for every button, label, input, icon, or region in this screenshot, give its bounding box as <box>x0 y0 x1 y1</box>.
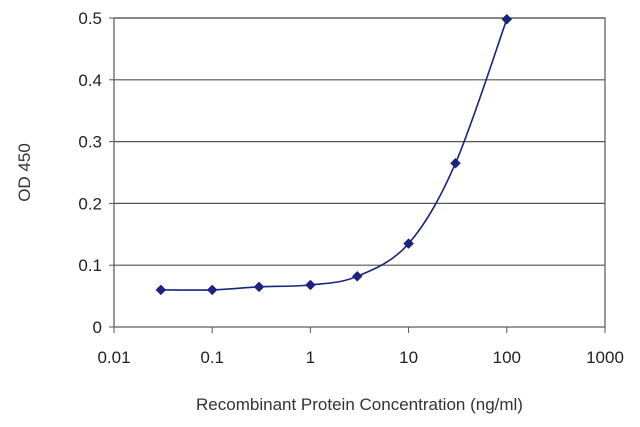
x-tick-label: 10 <box>399 348 418 367</box>
x-tick-label: 1000 <box>586 348 624 367</box>
x-tick-label: 100 <box>493 348 521 367</box>
y-axis-ticks: 0 0.1 0.2 0.3 0.4 0.5 <box>78 9 114 337</box>
x-axis-ticks: 0.01 0.1 1 10 100 1000 <box>97 327 624 367</box>
x-tick-label: 0.1 <box>200 348 224 367</box>
data-points <box>155 13 513 296</box>
y-axis-title: OD 450 <box>15 143 34 202</box>
x-axis-title: Recombinant Protein Concentration (ng/ml… <box>196 395 523 414</box>
data-point-marker <box>351 270 363 282</box>
y-tick-label: 0.5 <box>78 9 102 28</box>
data-point-marker <box>501 13 513 25</box>
y-tick-label: 0.1 <box>78 256 102 275</box>
data-point-marker <box>305 279 316 291</box>
y-tick-label: 0 <box>93 318 102 337</box>
data-point-marker <box>206 284 218 296</box>
data-point-marker <box>155 284 167 296</box>
y-tick-label: 0.2 <box>78 194 102 213</box>
y-tick-label: 0.3 <box>78 133 102 152</box>
data-point-marker <box>253 281 265 293</box>
y-tick-label: 0.4 <box>78 71 102 90</box>
data-point-marker <box>450 157 461 169</box>
plot-area-frame <box>113 17 606 328</box>
x-tick-label: 0.01 <box>97 348 130 367</box>
data-point-marker <box>403 238 414 249</box>
x-tick-label: 1 <box>306 348 315 367</box>
